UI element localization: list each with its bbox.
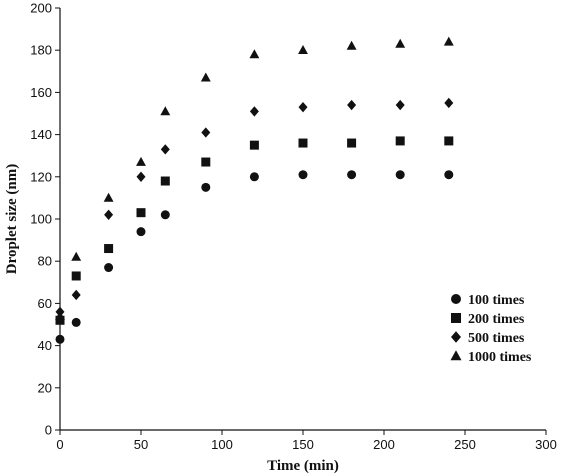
y-tick-label: 200 bbox=[30, 1, 52, 16]
data-point bbox=[55, 334, 65, 344]
data-point bbox=[249, 49, 260, 59]
x-tick-label: 0 bbox=[56, 437, 63, 452]
data-point bbox=[104, 244, 114, 254]
x-tick-label: 300 bbox=[535, 437, 557, 452]
data-point bbox=[444, 170, 454, 180]
series-triangle bbox=[55, 36, 454, 320]
legend: 100 times 200 times 500 times 1000 times bbox=[450, 293, 532, 365]
data-points bbox=[55, 36, 454, 344]
data-point bbox=[249, 172, 259, 182]
data-point bbox=[201, 127, 211, 138]
data-point bbox=[200, 72, 211, 82]
data-point bbox=[346, 40, 357, 50]
series-diamond bbox=[55, 97, 454, 318]
y-tick-label: 20 bbox=[38, 380, 52, 395]
data-point bbox=[136, 171, 146, 182]
data-point bbox=[298, 101, 308, 113]
data-point bbox=[443, 36, 454, 46]
x-tick-label: 200 bbox=[373, 437, 395, 452]
y-tick-label: 60 bbox=[38, 296, 52, 311]
y-tick-label: 140 bbox=[30, 127, 52, 142]
data-point bbox=[160, 144, 170, 155]
y-ticks: 0 20 40 60 80 100 120 140 160 180 200 bbox=[30, 1, 60, 438]
data-point bbox=[104, 209, 114, 220]
x-axis-title: Time (min) bbox=[267, 458, 339, 474]
data-point bbox=[160, 106, 171, 116]
y-tick-label: 0 bbox=[45, 423, 52, 438]
data-point bbox=[55, 310, 65, 320]
data-point bbox=[249, 106, 259, 117]
data-point bbox=[160, 176, 170, 186]
data-point bbox=[71, 251, 82, 261]
data-point bbox=[395, 136, 405, 146]
x-tick-label: 100 bbox=[211, 437, 233, 452]
data-point bbox=[444, 136, 454, 146]
y-tick-label: 180 bbox=[30, 43, 52, 58]
data-point bbox=[136, 156, 146, 166]
data-point bbox=[103, 192, 114, 202]
data-point bbox=[298, 45, 308, 55]
x-ticks: 0 50 100 150 200 250 300 bbox=[56, 430, 557, 452]
data-point bbox=[298, 170, 308, 180]
data-point bbox=[201, 157, 211, 167]
data-point bbox=[395, 38, 406, 48]
axes bbox=[59, 8, 546, 431]
data-point bbox=[201, 182, 211, 192]
data-point bbox=[71, 317, 81, 327]
legend-marker bbox=[450, 350, 462, 361]
data-point bbox=[298, 138, 308, 148]
data-point bbox=[395, 99, 405, 111]
x-tick-label: 250 bbox=[454, 437, 476, 452]
data-point bbox=[71, 289, 81, 301]
legend-label: 100 times bbox=[468, 293, 525, 308]
legend-label: 500 times bbox=[468, 331, 525, 346]
y-tick-label: 100 bbox=[30, 212, 52, 227]
legend-label: 200 times bbox=[468, 312, 525, 327]
data-point bbox=[71, 271, 81, 281]
data-point bbox=[347, 99, 357, 111]
y-tick-label: 160 bbox=[30, 85, 52, 100]
data-point bbox=[104, 263, 114, 273]
series-circle bbox=[55, 170, 454, 344]
y-tick-label: 80 bbox=[38, 254, 52, 269]
y-tick-label: 40 bbox=[38, 338, 52, 353]
y-axis-title: Droplet size (nm) bbox=[4, 164, 20, 275]
legend-marker bbox=[451, 294, 461, 304]
x-tick-label: 150 bbox=[292, 437, 314, 452]
data-point bbox=[136, 208, 146, 218]
x-tick-label: 50 bbox=[134, 437, 148, 452]
data-point bbox=[347, 138, 357, 148]
data-point bbox=[55, 315, 65, 325]
data-point bbox=[249, 140, 259, 150]
data-point bbox=[347, 170, 357, 180]
legend-marker bbox=[451, 331, 461, 343]
data-point bbox=[444, 97, 454, 109]
data-point bbox=[160, 210, 170, 220]
series-square bbox=[55, 136, 454, 325]
legend-marker bbox=[451, 313, 461, 323]
legend-label: 1000 times bbox=[468, 350, 532, 365]
y-tick-label: 120 bbox=[30, 169, 52, 184]
data-point bbox=[136, 227, 146, 237]
data-point bbox=[395, 170, 405, 180]
